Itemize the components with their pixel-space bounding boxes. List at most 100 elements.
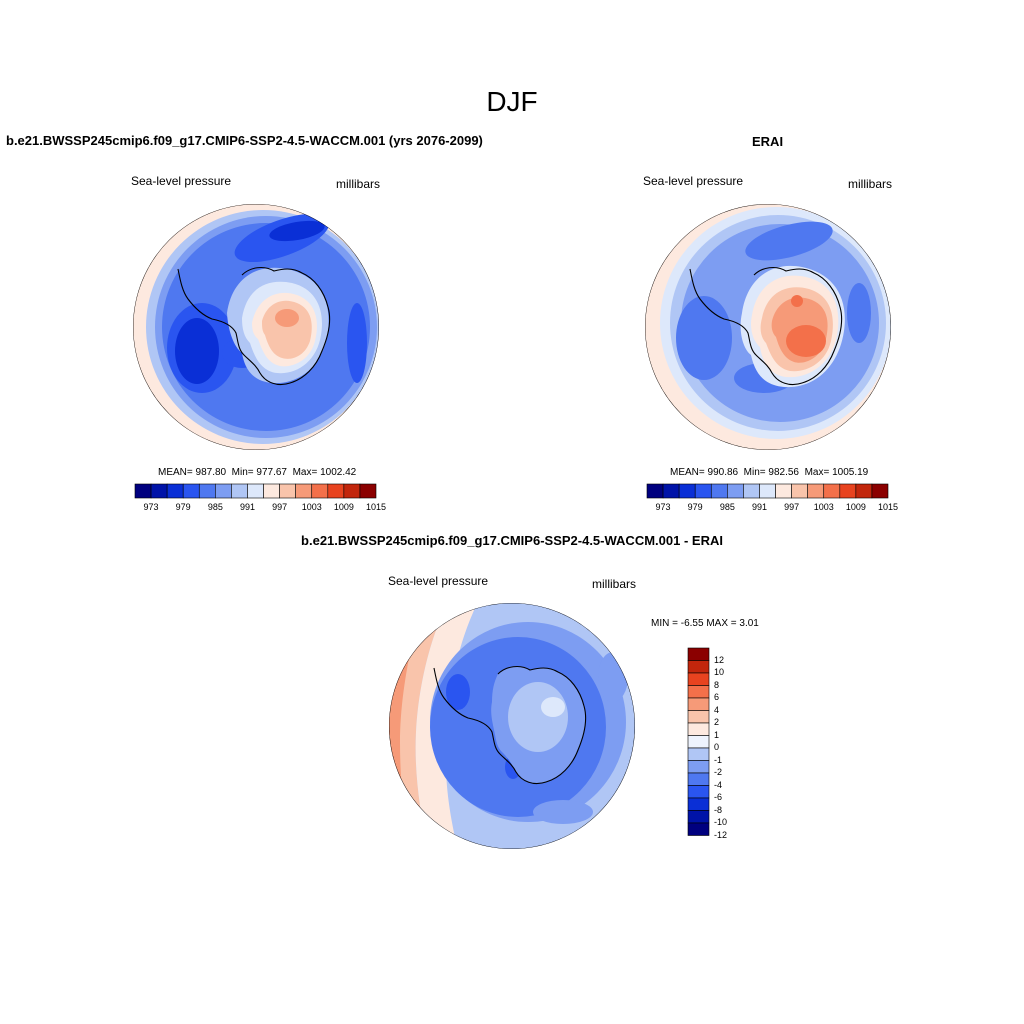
obs-colorbar-box — [662, 483, 680, 499]
diff-colorbar-box — [687, 660, 710, 674]
diff-colorbar-tick-label: 0 — [714, 742, 720, 752]
diff-colorbar-tick-label: -6 — [714, 792, 723, 802]
model-colorbar-box — [311, 483, 329, 499]
obs-colorbar-box — [807, 483, 825, 499]
diff-panel-title: b.e21.BWSSP245cmip6.f09_g17.CMIP6-SSP2-4… — [301, 533, 723, 548]
diff-colorbar-box — [687, 710, 710, 724]
model-colorbar-tick-label: 973 — [143, 502, 159, 512]
diff-colorbar-tick-label: -8 — [714, 804, 723, 815]
diff-colorbar-ticks: 12 10 8 6 4 2 1 0 -1 -2 -4 -6 -8 -10 -12 — [714, 648, 744, 848]
obs-colorbar-box — [694, 483, 712, 499]
model-colorbar-box — [198, 483, 216, 499]
obs-min-value: 982.56 — [768, 467, 799, 478]
obs-colorbar-box — [646, 483, 664, 499]
obs-colorbar-box — [791, 483, 808, 499]
obs-colorbar-tick-label: 1015 — [877, 502, 899, 512]
obs-mean-label: MEAN= — [670, 467, 705, 478]
diff-colorbar — [687, 647, 710, 836]
model-colorbar-box — [327, 483, 345, 499]
diff-colorbar-tick-label: 10 — [714, 667, 725, 677]
obs-colorbar-box — [759, 483, 776, 499]
diff-colorbar-box — [687, 822, 710, 836]
diff-max-label: MAX = — [706, 618, 737, 629]
diff-colorbar-box — [687, 785, 710, 799]
diff-min-label: MIN = — [651, 618, 678, 629]
diff-polar-map — [389, 603, 635, 849]
diff-colorbar-tick-label: -10 — [714, 817, 728, 827]
obs-colorbar-tick-label: 997 — [784, 502, 800, 512]
obs-colorbar-tick-label: 985 — [719, 502, 735, 512]
model-panel-title: b.e21.BWSSP245cmip6.f09_g17.CMIP6-SSP2-4… — [6, 133, 483, 148]
model-max-label: Max= — [292, 467, 318, 478]
diff-colorbar-tick-label: 6 — [714, 692, 720, 702]
obs-max-label: Max= — [804, 467, 830, 478]
obs-colorbar-tick-label: 979 — [687, 502, 703, 512]
obs-polar-map — [645, 204, 891, 450]
obs-colorbar-box — [871, 483, 889, 499]
obs-colorbar-box — [839, 483, 857, 499]
obs-colorbar-box — [743, 483, 760, 499]
obs-panel-title: ERAI — [752, 134, 784, 149]
model-colorbar-box — [182, 483, 200, 499]
diff-colorbar-box — [687, 685, 710, 699]
model-max-value: 1002.42 — [320, 467, 357, 478]
model-colorbar-box — [166, 483, 184, 499]
obs-max-value: 1005.19 — [832, 467, 869, 478]
obs-colorbar-tick-label: 991 — [751, 502, 767, 512]
model-colorbar-tick-label: 1009 — [333, 502, 354, 512]
model-colorbar-tick-label: 1003 — [301, 502, 322, 512]
model-colorbar-tick-label: 979 — [175, 502, 191, 512]
obs-colorbar-box — [855, 483, 873, 499]
model-colorbar-tick-label: 991 — [239, 502, 255, 512]
model-colorbar-box — [247, 483, 264, 499]
diff-min-value: -6.55 — [680, 618, 704, 629]
obs-colorbar-tick-label: 973 — [655, 502, 671, 512]
diff-colorbar-tick-label: 12 — [714, 654, 725, 665]
model-colorbar-tick-label: 1015 — [365, 502, 387, 512]
diff-colorbar-box — [687, 647, 710, 661]
obs-colorbar — [646, 483, 889, 499]
diff-colorbar-box — [687, 722, 710, 736]
diff-colorbar-box — [687, 772, 710, 786]
diff-colorbar-tick-label: -2 — [714, 767, 723, 777]
diff-colorbar-tick-label: 1 — [714, 729, 720, 740]
diff-colorbar-tick-label: -1 — [714, 754, 723, 765]
diff-stats: MIN = -6.55 MAX = 3.01 — [651, 618, 759, 629]
model-min-value: 977.67 — [256, 467, 287, 478]
model-colorbar — [134, 483, 377, 499]
model-colorbar-box — [279, 483, 296, 499]
model-colorbar-box — [295, 483, 313, 499]
obs-variable-label: Sea-level pressure — [643, 174, 744, 188]
obs-colorbar-box — [775, 483, 792, 499]
model-colorbar-tick-label: 985 — [207, 502, 223, 512]
model-polar-map — [133, 204, 379, 450]
diff-max-value: 3.01 — [739, 618, 759, 629]
diff-colorbar-box — [687, 810, 710, 824]
model-mean-value: 987.80 — [195, 467, 227, 478]
obs-colorbar-box — [710, 483, 728, 499]
diff-colorbar-tick-label: 8 — [714, 679, 720, 690]
obs-mean-value: 990.86 — [707, 467, 739, 478]
obs-colorbar-box — [823, 483, 841, 499]
model-variable-label: Sea-level pressure — [131, 174, 232, 188]
figure-title: DJF — [486, 86, 538, 117]
diff-colorbar-tick-label: -4 — [714, 779, 723, 790]
diff-colorbar-box — [687, 697, 710, 711]
diff-colorbar-box — [687, 672, 710, 686]
model-colorbar-box — [231, 483, 248, 499]
diff-colorbar-tick-label: -12 — [714, 829, 728, 840]
obs-colorbar-tick-label: 1003 — [813, 502, 834, 512]
model-colorbar-box — [263, 483, 280, 499]
model-colorbar-box — [343, 483, 361, 499]
diff-colorbar-box — [687, 760, 710, 774]
model-mean-label: MEAN= — [158, 467, 193, 478]
model-colorbar-box — [150, 483, 168, 499]
obs-min-label: Min= — [743, 467, 766, 478]
model-units-label: millibars — [336, 177, 381, 191]
obs-colorbar-box — [727, 483, 744, 499]
obs-colorbar-box — [678, 483, 696, 499]
diff-colorbar-box — [687, 797, 710, 811]
model-colorbar-tick-label: 997 — [272, 502, 288, 512]
model-colorbar-box — [134, 483, 152, 499]
model-colorbar-box — [215, 483, 232, 499]
